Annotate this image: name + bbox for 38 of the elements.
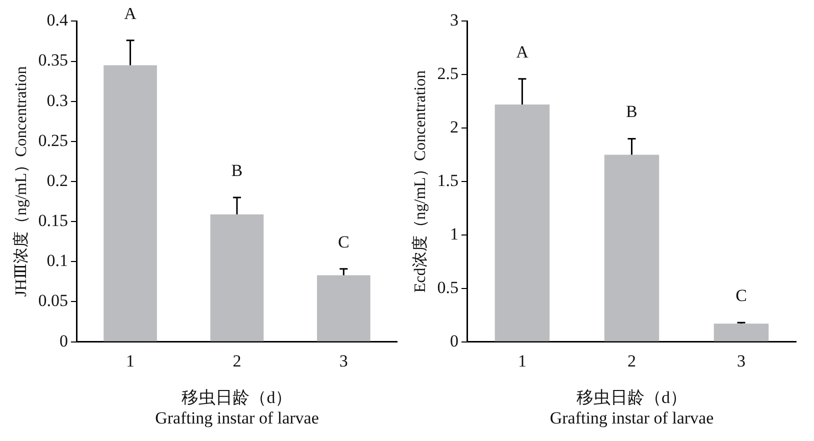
y-tick-label: 0.2 [46,170,68,190]
x-tick-label: 1 [518,351,526,370]
y-tick-label: 0 [59,331,68,350]
y-tick-label: 2.5 [437,64,458,84]
y-tick-label: 0.3 [46,90,68,110]
bar [104,65,157,342]
y-tick-label: 0.5 [437,278,458,297]
y-tick-label: 0.4 [46,10,68,30]
y-tick-label: 0.1 [46,251,68,270]
x-tick-label: 1 [126,351,135,370]
bar [604,154,660,342]
y-axis-title: Ecd浓度（ng/mL）Concentration [410,70,429,293]
x-tick-label: 3 [736,351,746,370]
y-tick-label: 0.25 [38,130,68,150]
y-tick-label: 2 [450,118,458,137]
x-axis-title: 移虫日龄（d） Grafting instar of larvae [155,388,319,428]
bar [714,324,769,342]
bar [494,104,550,342]
bar [210,214,264,342]
annotation: A [124,4,138,23]
x-axis-title: 移虫日龄（d） Grafting instar of larvae [550,388,714,428]
annotation: A [516,42,530,62]
annotation: B [626,102,638,122]
annotation: C [338,232,350,252]
x-tick-label: 3 [339,351,348,370]
annotation: B [231,161,243,180]
y-tick-label: 0.15 [38,211,68,230]
y-tick-label: 0.35 [38,50,68,70]
bar [316,275,370,342]
x-tick-label: 2 [627,351,636,370]
y-tick-label: 3 [450,10,458,30]
annotation: C [736,286,747,306]
x-tick-label: 2 [232,351,242,370]
y-tick-label: 1 [450,224,458,244]
y-axis-title: JHⅢ浓度（ng/mL）Concentration [12,66,30,297]
y-tick-label: 0.05 [38,291,68,310]
y-tick-label: 0 [450,331,458,350]
y-tick-label: 1.5 [437,170,458,190]
